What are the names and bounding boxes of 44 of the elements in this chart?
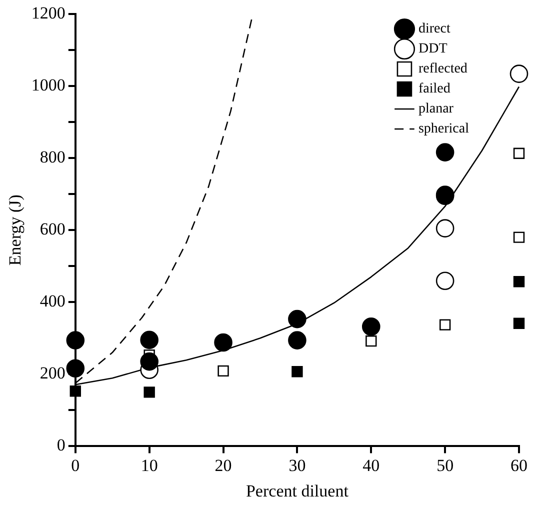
legend-label: failed	[418, 82, 450, 97]
x-axis-title: Percent diluent	[246, 481, 349, 500]
point	[362, 317, 380, 336]
legend-label: DDT	[418, 42, 448, 57]
legend-label: reflected	[418, 62, 468, 77]
x-tick-label: 30	[288, 456, 306, 475]
point	[70, 385, 81, 397]
x-tick-label: 40	[362, 456, 380, 475]
point	[140, 330, 158, 350]
point	[66, 359, 85, 378]
point	[214, 333, 232, 352]
x-tick-label: 10	[140, 456, 158, 475]
point	[510, 64, 528, 83]
x-tick-label: 20	[214, 456, 232, 475]
point	[140, 352, 158, 371]
y-axis-title: Energy (J)	[6, 194, 25, 266]
point	[436, 272, 454, 290]
y-tick-label: 400	[40, 292, 66, 311]
point	[66, 331, 85, 350]
point	[439, 319, 451, 330]
x-tick-label: 60	[510, 456, 528, 475]
y-tick-label: 200	[40, 364, 66, 383]
point	[218, 365, 229, 377]
point	[144, 386, 155, 398]
point	[292, 366, 303, 378]
y-tick-label: 600	[40, 220, 66, 239]
x-tick-label: 50	[436, 456, 454, 475]
legend-label: spherical	[418, 122, 470, 137]
point	[436, 219, 454, 238]
point	[513, 276, 525, 288]
point	[366, 335, 377, 347]
point	[513, 318, 525, 329]
point	[513, 232, 525, 243]
point	[513, 148, 525, 159]
legend-label: direct	[418, 22, 450, 37]
x-tick-label: 0	[71, 456, 80, 475]
y-tick-label: 0	[56, 436, 66, 455]
y-tick-label: 800	[40, 148, 66, 167]
y-tick-label: 1200	[31, 3, 66, 22]
legend-label: planar	[418, 102, 454, 117]
point	[288, 310, 306, 328]
y-tick-label: 1000	[31, 76, 66, 94]
point	[436, 143, 454, 162]
point	[288, 331, 306, 350]
